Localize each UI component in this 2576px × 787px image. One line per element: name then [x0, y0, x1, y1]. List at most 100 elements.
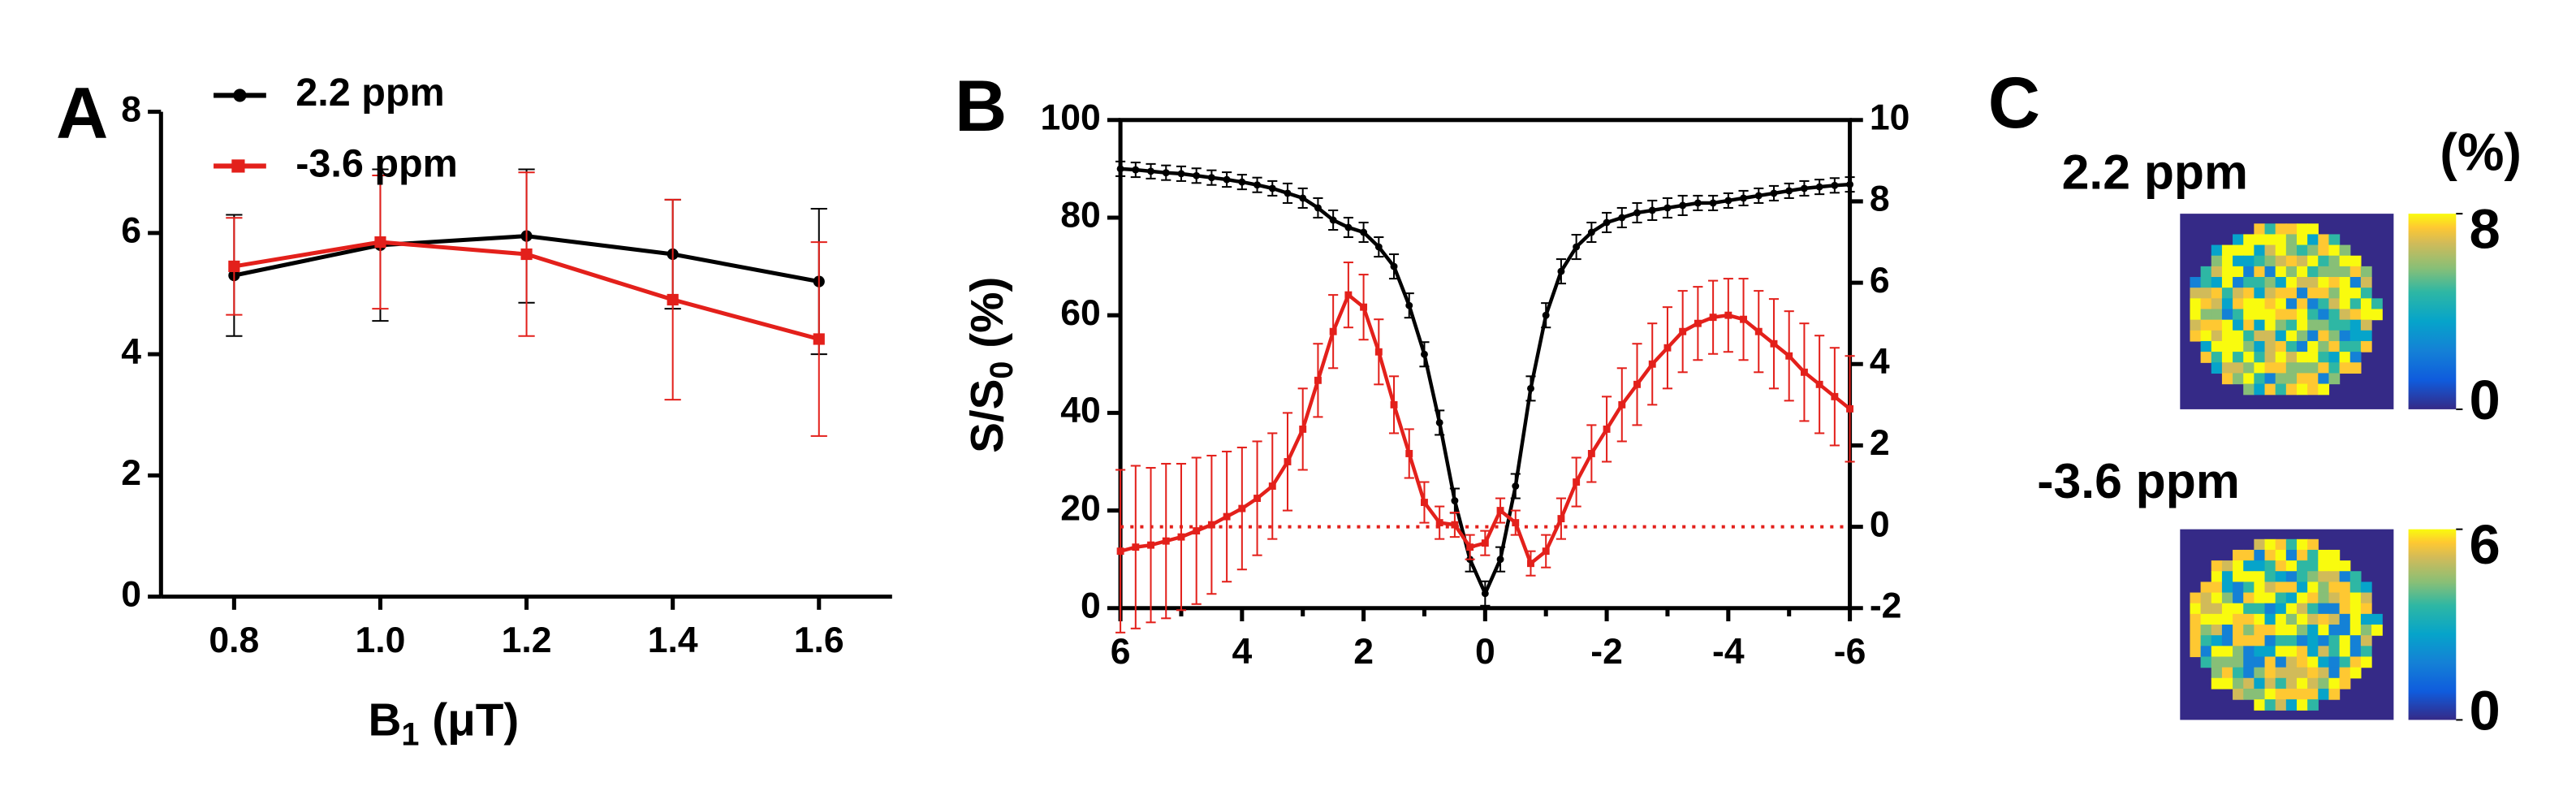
map-pixel [2328, 362, 2341, 374]
map-pixel [2318, 383, 2330, 396]
map-pixel [2360, 330, 2372, 342]
y-axis-label: S/S0 (%) [962, 277, 1020, 453]
data-point [1815, 380, 1823, 388]
map-pixel [2285, 635, 2298, 646]
map-pixel [2328, 255, 2341, 267]
map-pixel [2318, 656, 2330, 668]
map-pixel [2254, 234, 2266, 246]
map-pixel [2243, 277, 2255, 288]
panel-letter: C [1988, 62, 2040, 143]
data-point [1405, 450, 1413, 457]
map-pixel [2275, 330, 2287, 342]
map-pixel [2254, 667, 2266, 679]
x-axis-label-part: 1 [401, 717, 419, 753]
map-pixel [2307, 383, 2319, 396]
map-pixel [2200, 582, 2212, 594]
map-pixel [2318, 603, 2330, 615]
map-pixel [2190, 635, 2202, 646]
map-pixel [2328, 549, 2341, 561]
map-pixel [2339, 298, 2351, 310]
y2-tick-label: 4 [1870, 342, 1890, 382]
data-point [1724, 311, 1732, 319]
map-pixel [2211, 582, 2223, 594]
map-pixel [2233, 362, 2244, 374]
data-point [1481, 539, 1489, 547]
x-tick-label: 1.6 [794, 621, 844, 660]
x-tick-label: -6 [1834, 632, 1866, 672]
data-point [1314, 204, 1322, 212]
map-pixel [2190, 613, 2202, 625]
map-pixel [2200, 646, 2212, 658]
map-pixel [2190, 330, 2202, 342]
map-pixel [2200, 298, 2212, 310]
map-pixel [2307, 582, 2319, 594]
map-pixel [2233, 309, 2244, 321]
map-pixel [2233, 352, 2244, 363]
map-pixel [2190, 319, 2202, 331]
data-point [1147, 541, 1154, 549]
map-pixel [2328, 298, 2341, 310]
map-pixel [2264, 613, 2276, 625]
series [1115, 160, 1855, 607]
x-axis-label: B1 (μT) [369, 694, 520, 753]
map-pixel [2243, 352, 2255, 363]
map-pixel [2285, 288, 2298, 299]
map-pixel [2328, 309, 2341, 321]
map-pixel [2221, 656, 2233, 668]
map-pixel [2275, 582, 2287, 594]
map-pixel [2318, 244, 2330, 257]
map-pixel [2285, 352, 2298, 363]
data-point [1770, 339, 1778, 348]
map-pixel [2233, 255, 2244, 267]
map-pixel [2360, 646, 2372, 658]
map-pixel [2264, 255, 2276, 267]
map-pixel [2285, 613, 2298, 625]
x-tick-label: 4 [1232, 632, 1252, 672]
data-point [1435, 418, 1443, 426]
map-pixel [2296, 699, 2308, 711]
data-point [1542, 311, 1550, 319]
data-point [1740, 194, 1747, 202]
data-point [1238, 504, 1246, 512]
map-pixel [2200, 330, 2212, 342]
map-pixel [2275, 538, 2287, 551]
map-pixel [2211, 266, 2223, 278]
map-pixel [2296, 255, 2308, 267]
data-point [1815, 183, 1823, 191]
map-pixel [2318, 288, 2330, 299]
map-pixel [2275, 383, 2287, 396]
map-pixel [2243, 383, 2255, 396]
data-point [1648, 360, 1656, 368]
map-pixel [2233, 625, 2244, 636]
x-axis-label-part: B [369, 694, 402, 746]
map-pixel [2296, 362, 2308, 374]
map-pixel [2233, 603, 2244, 615]
map-pixel [2307, 613, 2319, 625]
map-pixel [2264, 266, 2276, 278]
map-pixel [2307, 549, 2319, 561]
map-pixel [2233, 613, 2244, 625]
map-pixel [2200, 613, 2212, 625]
map-pixel [2233, 667, 2244, 679]
map-pixel [2275, 646, 2287, 658]
map-pixel [2264, 352, 2276, 363]
map-pixel [2328, 635, 2341, 646]
map-pixel [2349, 625, 2362, 636]
map-pixel [2349, 330, 2362, 342]
map-pixel [2349, 635, 2362, 646]
map-pixel [2328, 352, 2341, 363]
map-pixel [2211, 667, 2223, 679]
map-pixel [2296, 677, 2308, 690]
map-pixel [2349, 656, 2362, 668]
map-pixel [2360, 309, 2372, 321]
map-pixel [2221, 340, 2233, 352]
map-pixel [2190, 603, 2202, 615]
map-pixel [2328, 592, 2341, 604]
map-pixel [2254, 309, 2266, 321]
map-pixel [2296, 383, 2308, 396]
map-pixel [2360, 277, 2372, 288]
map-pixel [2275, 340, 2287, 352]
map-pixel [2254, 266, 2266, 278]
data-point [1587, 450, 1595, 457]
map-pixel [2296, 549, 2308, 561]
